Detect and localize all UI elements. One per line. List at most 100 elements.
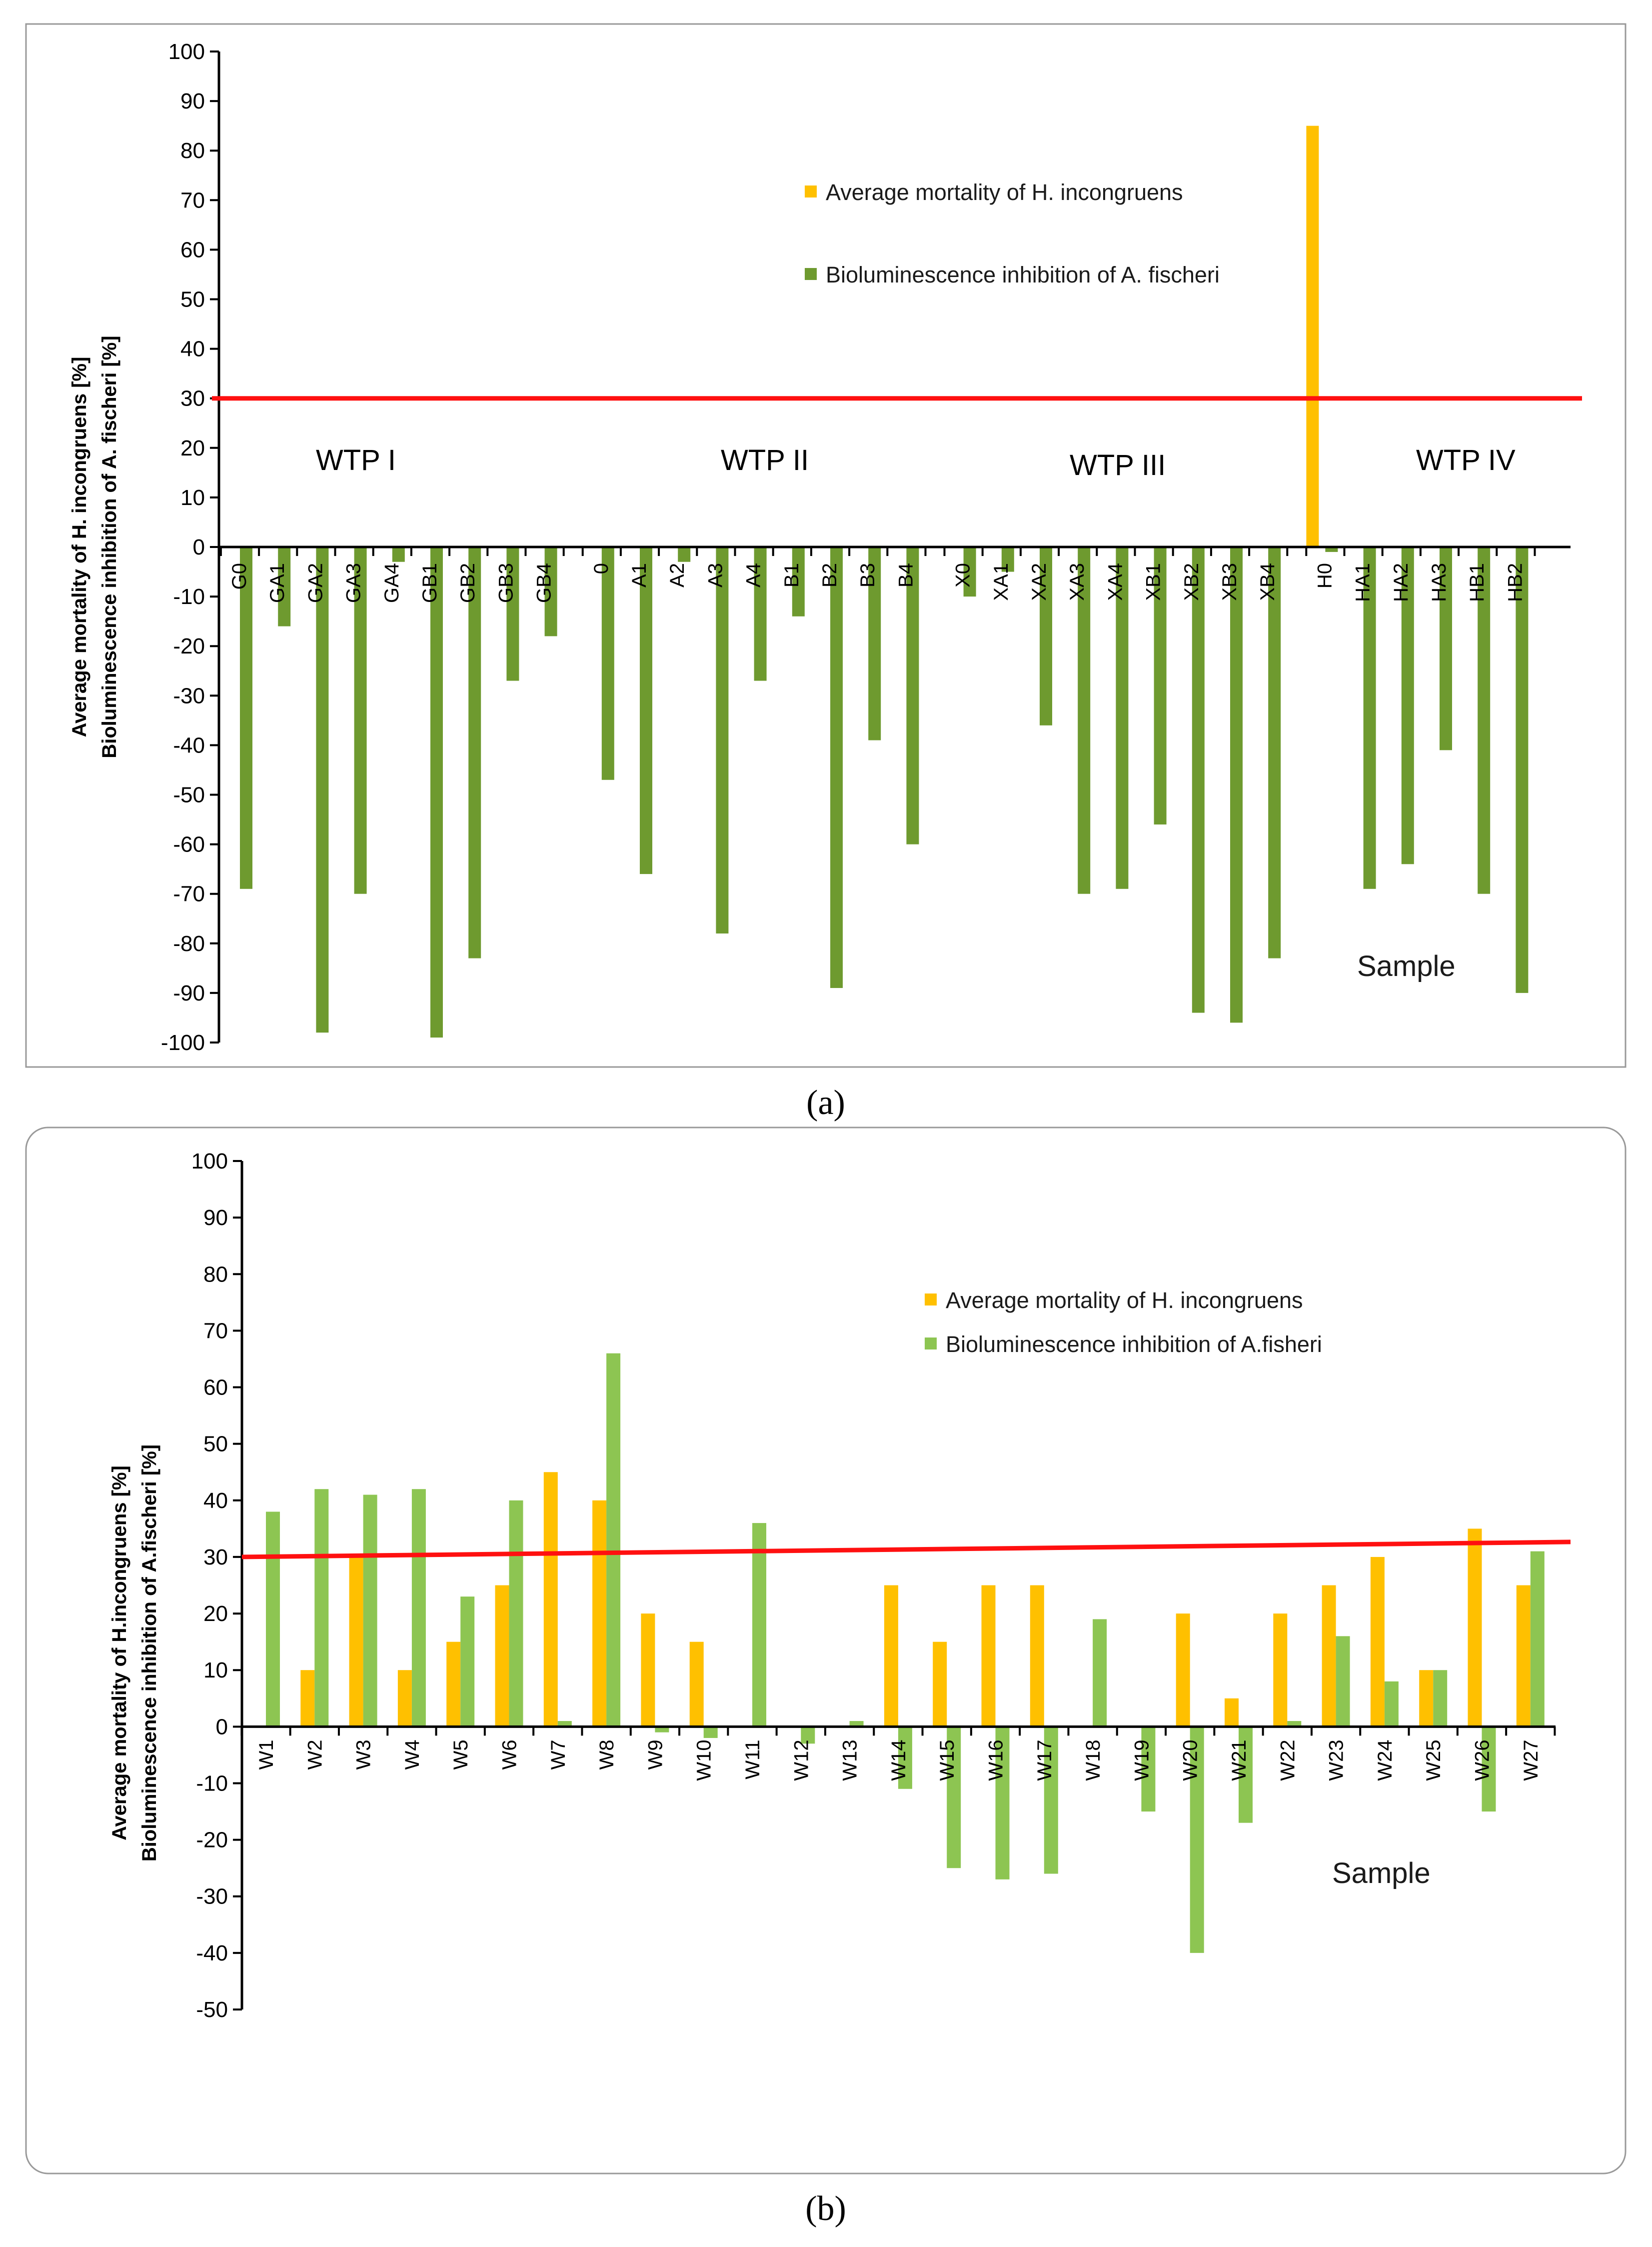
chart-b-bars [266, 1353, 1545, 1953]
bar-inhibition-XA1 [1001, 547, 1014, 572]
x-tick-label: XB1 [1143, 563, 1165, 601]
x-tick-label: XA4 [1104, 563, 1126, 601]
chart-b-caption: (b) [805, 2190, 846, 2228]
bar-mortality-W2 [300, 1670, 315, 1727]
bar-inhibition-W27 [1530, 1551, 1545, 1727]
x-tick-label: W21 [1228, 1740, 1250, 1780]
bar-mortality-W10 [689, 1642, 704, 1727]
y-tick-label: 50 [203, 1432, 228, 1456]
x-tick-label: W10 [693, 1740, 715, 1780]
bar-mortality-W22 [1273, 1614, 1288, 1727]
x-tick-label: W26 [1472, 1740, 1494, 1780]
x-tick-label: W11 [742, 1740, 764, 1779]
x-tick-label: XA3 [1066, 563, 1088, 601]
bar-inhibition-GB4 [544, 547, 557, 636]
bar-inhibition-XB4 [1268, 547, 1281, 958]
y-tick-label: -30 [173, 684, 205, 708]
chart-b-legend-swatch-mortality [925, 1294, 937, 1306]
x-tick-label: W6 [499, 1740, 521, 1770]
bar-inhibition-W4 [411, 1489, 426, 1727]
bar-mortality-W3 [349, 1556, 363, 1727]
x-tick-label: B3 [857, 563, 879, 588]
x-tick-label: W8 [596, 1740, 618, 1770]
bar-mortality-W9 [641, 1614, 655, 1727]
bar-inhibition-GA3 [354, 547, 367, 894]
x-tick-label: GB1 [419, 563, 441, 603]
bar-mortality-W7 [543, 1472, 558, 1727]
y-tick-label: 60 [180, 238, 205, 262]
bar-inhibition-W14 [898, 1726, 912, 1789]
y-tick-label: -50 [173, 783, 205, 808]
bar-inhibition-GB1 [430, 547, 443, 1038]
bar-inhibition-W18 [1093, 1619, 1107, 1727]
chart-a-legend-swatch-inhibition [805, 268, 817, 280]
x-tick-label: B4 [895, 563, 917, 588]
x-tick-label: W9 [644, 1740, 666, 1770]
bar-inhibition-0 [601, 547, 614, 780]
y-tick-label: 10 [203, 1658, 228, 1682]
group-label: WTP I [316, 444, 396, 476]
bar-inhibition-W24 [1384, 1681, 1399, 1727]
y-tick-label: -20 [173, 634, 205, 658]
y-tick-label: -30 [196, 1884, 228, 1909]
bar-inhibition-W7 [557, 1721, 572, 1727]
bar-mortality-W6 [495, 1585, 509, 1727]
bar-inhibition-B2 [830, 547, 843, 988]
bar-inhibition-W13 [849, 1721, 864, 1727]
x-tick-label: HB1 [1466, 563, 1488, 602]
bar-mortality-W4 [397, 1670, 412, 1727]
chart-b-y-axis-title-line2: Bioluminescence inhibition of A.fischeri… [138, 1444, 160, 1862]
chart-a-x-axis-title: Sample [1357, 950, 1456, 982]
bar-inhibition-XB3 [1230, 547, 1243, 1023]
x-tick-label: X0 [952, 563, 974, 588]
y-tick-label: -20 [196, 1828, 228, 1852]
bar-inhibition-XB1 [1154, 547, 1167, 824]
bar-inhibition-A4 [754, 547, 767, 681]
x-tick-label: W14 [888, 1740, 910, 1780]
bar-inhibition-HB2 [1516, 547, 1529, 993]
bar-inhibition-W20 [1190, 1726, 1204, 1953]
y-tick-label: -100 [161, 1030, 205, 1055]
y-tick-label: -80 [173, 932, 205, 956]
y-tick-label: 80 [203, 1262, 228, 1286]
bar-inhibition-W22 [1287, 1721, 1302, 1727]
chart-a-category-labels: G0 GA1 GA2 GA3 GA4 GB1 GB2 GB3 GB4 0 A1 A2 A3 A4 B1 B2 B… [228, 563, 1526, 603]
x-tick-label: W4 [401, 1740, 423, 1770]
chart-a-axes [217, 52, 1571, 1042]
bar-inhibition-W9 [655, 1726, 669, 1732]
y-tick-label: 0 [216, 1714, 228, 1739]
bar-mortality-W16 [981, 1585, 996, 1727]
chart-b-category-labels: W1 W2 W3 W4 W5 W6 W7 W8 W9 W10 W11 W12 W13 W14 W15 W16 W… [255, 1740, 1542, 1780]
bar-inhibition-W12 [801, 1726, 815, 1744]
bar-inhibition-B4 [906, 547, 919, 844]
x-tick-label: HA3 [1428, 563, 1450, 602]
y-tick-label: -40 [196, 1941, 228, 1966]
bar-inhibition-W6 [509, 1500, 523, 1727]
bar-inhibition-GA1 [278, 547, 291, 626]
x-tick-label: W5 [450, 1740, 472, 1770]
chart-a-y-axis-ticks: 1009080706050403020100-10-20-30-40-50-60… [161, 40, 219, 1055]
bar-inhibition-GA2 [316, 547, 329, 1033]
x-tick-label: A4 [743, 563, 765, 588]
bar-inhibition-GA4 [392, 547, 405, 562]
chart-a-legend-mortality: Average mortality of H. incongruens [826, 180, 1183, 205]
bar-inhibition-GB3 [506, 547, 519, 681]
x-tick-label: B1 [781, 563, 803, 588]
bar-mortality-W24 [1370, 1556, 1385, 1727]
bar-inhibition-W8 [606, 1353, 621, 1727]
bar-inhibition-W26 [1482, 1726, 1496, 1812]
bar-inhibition-XA3 [1078, 547, 1091, 894]
y-tick-label: -90 [173, 981, 205, 1006]
chart-b-y-axis-title-line1: Average mortality of H.incongruens [%] [108, 1466, 130, 1840]
bar-mortality-H0 [1306, 126, 1319, 547]
x-tick-label: W23 [1326, 1740, 1348, 1780]
chart-b-axes [240, 1161, 1556, 2010]
y-tick-label: -60 [173, 832, 205, 857]
y-tick-label: 100 [168, 40, 205, 64]
x-tick-label: XB2 [1181, 563, 1203, 601]
y-tick-label: 30 [180, 386, 205, 411]
x-tick-label: GB4 [533, 563, 555, 603]
chart-a-y-axis-title-line2: Bioluminescence inhibition of A. fischer… [98, 336, 120, 758]
x-tick-label: HB2 [1504, 563, 1526, 602]
